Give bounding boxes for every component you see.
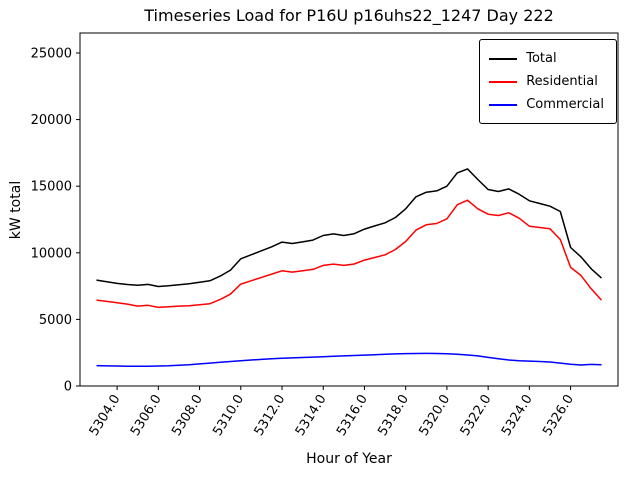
x-axis-label: Hour of Year — [306, 451, 392, 467]
legend-item-total: Total — [489, 47, 604, 70]
x-tick-label: 5322.0 — [458, 392, 495, 439]
legend-line-commercial — [489, 103, 518, 106]
y-tick-label: 10000 — [31, 246, 72, 261]
x-tick-label: 5304.0 — [87, 392, 124, 439]
legend-label-residential: Residential — [526, 74, 598, 89]
series-line-residential — [96, 199, 603, 309]
legend-label-commercial: Commercial — [526, 97, 604, 112]
x-tick-label: 5310.0 — [210, 392, 247, 439]
y-axis-label: kW total — [8, 181, 24, 239]
x-tick-label: 5318.0 — [375, 392, 412, 439]
axes-frame — [79, 32, 619, 387]
legend-label-total: Total — [526, 51, 557, 66]
legend-item-commercial: Commercial — [489, 93, 604, 116]
x-tick-label: 5320.0 — [416, 392, 453, 439]
x-tick-label: 5326.0 — [540, 392, 577, 439]
x-tick-label: 5312.0 — [252, 392, 289, 439]
legend-line-residential — [489, 80, 518, 83]
x-tick-label: 5308.0 — [169, 392, 206, 439]
y-tick-label: 15000 — [31, 180, 72, 195]
y-tick-label: 5000 — [39, 313, 72, 328]
x-tick-label: 5316.0 — [334, 392, 371, 439]
legend-item-residential: Residential — [489, 70, 604, 93]
legend-line-total — [489, 57, 518, 60]
x-tick-label: 5314.0 — [293, 392, 330, 439]
x-tick-label: 5306.0 — [128, 392, 165, 439]
y-tick-label: 20000 — [31, 113, 72, 128]
series-line-total — [96, 168, 603, 288]
y-tick-label: 0 — [64, 380, 72, 395]
y-tick-label: 25000 — [31, 46, 72, 61]
chart-title: Timeseries Load for P16U p16uhs22_1247 D… — [143, 6, 554, 26]
series-line-commercial — [96, 352, 602, 368]
x-tick-label: 5324.0 — [499, 392, 536, 439]
legend: Total Residential Commercial — [479, 39, 617, 124]
